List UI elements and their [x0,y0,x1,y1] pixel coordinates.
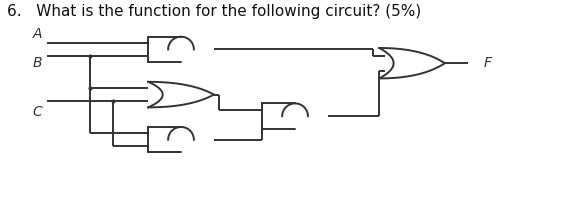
Text: A: A [33,27,42,41]
Text: 6.   What is the function for the following circuit? (5%): 6. What is the function for the followin… [7,4,421,19]
Text: C: C [33,105,42,119]
Text: B: B [33,56,42,70]
Text: F: F [483,56,491,70]
